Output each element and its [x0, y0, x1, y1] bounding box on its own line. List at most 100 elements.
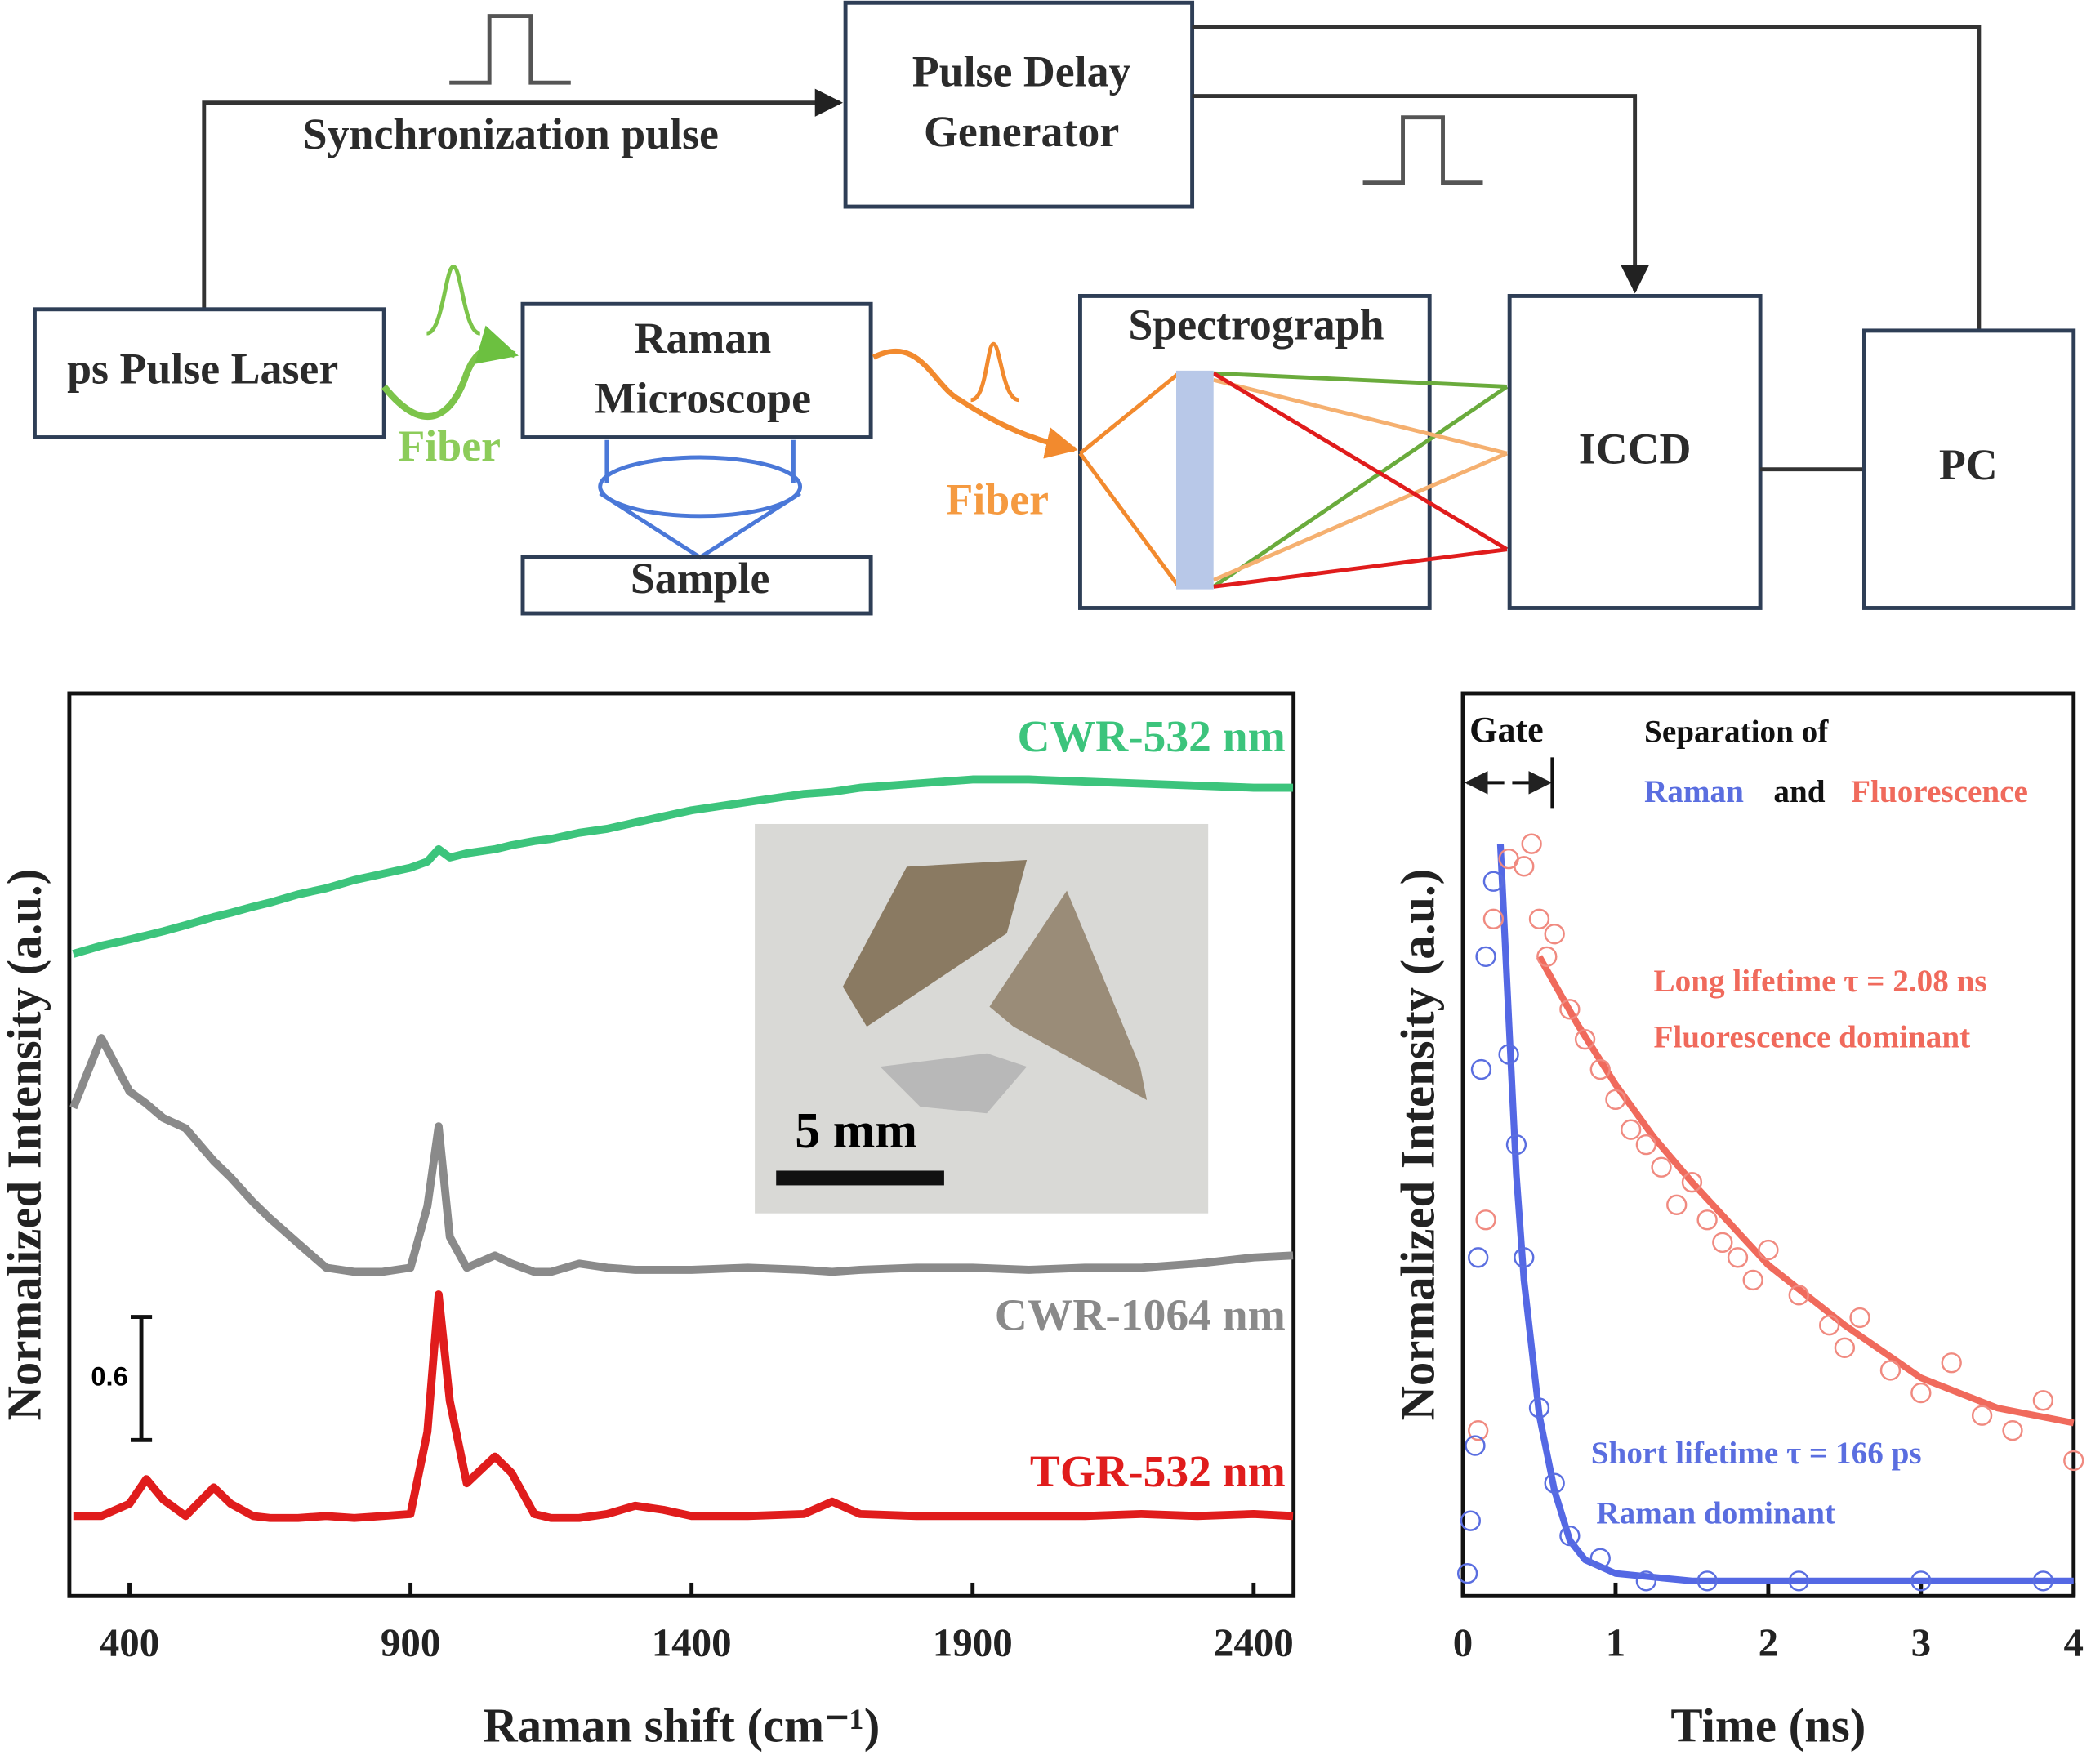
- data-point: [1536, 946, 1558, 968]
- laser-box: [32, 307, 386, 439]
- series-line: [1536, 955, 2075, 1427]
- data-point: [1879, 1360, 1902, 1381]
- x-tick-label: 4: [2064, 1620, 2084, 1665]
- microscope-label: Microscope: [595, 373, 811, 422]
- x-tick-label: 1: [1606, 1620, 1625, 1665]
- data-point: [1505, 1134, 1527, 1156]
- annotation: Short lifetime τ = 166 ps: [1591, 1436, 1922, 1471]
- inset-scale-label: 5 mm: [795, 1103, 917, 1159]
- data-point: [1666, 1194, 1688, 1215]
- data-point: [2032, 1570, 2054, 1592]
- data-point: [1470, 1058, 1492, 1080]
- data-point: [1498, 1044, 1519, 1065]
- data-point: [1605, 1089, 1626, 1111]
- x-tick-label: 900: [381, 1620, 440, 1665]
- data-point: [1514, 1247, 1535, 1268]
- data-point: [1475, 1209, 1496, 1231]
- data-point: [1758, 1239, 1779, 1261]
- data-point: [1544, 1472, 1565, 1494]
- spectrograph-label: Spectrograph: [1128, 301, 1384, 350]
- x-tick-label: 3: [1911, 1620, 1931, 1665]
- series-line: [69, 1034, 1294, 1276]
- scale-bar-label: 0.6: [91, 1361, 127, 1392]
- data-point: [1482, 871, 1505, 892]
- pdg-box: [843, 0, 1195, 209]
- microscope-box: [520, 301, 873, 439]
- annotation: Separation of: [1644, 715, 1829, 750]
- x-tick-label: 1900: [933, 1620, 1013, 1665]
- fiber-label: Fiber: [946, 475, 1049, 524]
- gate-label: Gate: [1469, 710, 1544, 750]
- annotation: Raman: [1644, 774, 1744, 809]
- annotation: Raman dominant: [1596, 1495, 1835, 1530]
- annotation: and: [1773, 774, 1825, 809]
- data-point: [1456, 1562, 1478, 1584]
- data-point: [1727, 1247, 1749, 1268]
- data-point: [1788, 1285, 1809, 1306]
- data-point: [1681, 1172, 1703, 1193]
- data-point: [1528, 908, 1550, 929]
- data-point: [1514, 856, 1535, 877]
- data-point: [1712, 1232, 1733, 1254]
- plot-frame: [67, 691, 1296, 1598]
- pdg-label: Pulse Delay: [912, 47, 1131, 96]
- data-point: [1651, 1156, 1672, 1178]
- data-point: [1475, 946, 1496, 968]
- data-point: [1528, 1397, 1550, 1419]
- fiber: [381, 325, 519, 420]
- x-tick-label: 0: [1453, 1620, 1473, 1665]
- x-axis-label: Raman shift (cm⁻¹): [483, 1699, 880, 1753]
- pulse-icon: [1362, 115, 1483, 185]
- data-point: [1482, 908, 1505, 929]
- data-point: [1468, 1247, 1489, 1268]
- beams: [1078, 371, 1509, 589]
- annotation: Fluorescence dominant: [1653, 1019, 1970, 1054]
- series-label: CWR-1064 nm: [995, 1290, 1286, 1340]
- series-line: [73, 1290, 1294, 1522]
- objective: [598, 439, 803, 560]
- data-point: [1941, 1352, 1962, 1374]
- pdg-pc-line: [1192, 24, 1982, 331]
- series-line: [1496, 843, 2074, 1584]
- pulse-icon: [970, 341, 1020, 403]
- inset-photo: 5 mm: [755, 823, 1209, 1214]
- series-line: [72, 775, 1294, 958]
- data-point: [1742, 1269, 1763, 1291]
- sync-line: [202, 88, 843, 310]
- pulse-icon: [426, 265, 481, 336]
- data-point: [1465, 1435, 1486, 1456]
- pc-label: PC: [1939, 440, 1998, 489]
- microscope-label: Raman: [635, 314, 772, 363]
- x-axis-label: Time (ns): [1670, 1699, 1866, 1753]
- iccd-box: [1507, 294, 1763, 610]
- x-tick-label: 1400: [652, 1620, 732, 1665]
- data-point: [1574, 1029, 1596, 1050]
- x-tick-label: 2400: [1214, 1620, 1294, 1665]
- data-point: [1971, 1405, 1993, 1426]
- data-point: [1910, 1382, 1932, 1404]
- annotation: Fluorescence: [1851, 774, 2028, 809]
- laser-label: ps Pulse Laser: [67, 345, 338, 394]
- series-label: CWR-532 nm: [1018, 712, 1286, 762]
- data-point: [2002, 1419, 2023, 1441]
- data-point: [1521, 833, 1542, 854]
- y-axis-label: Normalized Intensity (a.u.): [0, 869, 51, 1421]
- pulse-icon: [449, 14, 571, 85]
- pc-box: [1862, 328, 2076, 610]
- data-point: [1635, 1570, 1657, 1592]
- data-point: [1589, 1058, 1611, 1080]
- series-label: TGR-532 nm: [1030, 1447, 1286, 1497]
- pdg-iccd-line: [1192, 94, 1649, 294]
- fiber-label: Fiber: [398, 421, 501, 470]
- pdg-label: Generator: [924, 107, 1119, 156]
- fiber: [872, 348, 1078, 459]
- sample-label: Sample: [631, 554, 770, 603]
- data-point: [1696, 1209, 1718, 1231]
- data-point: [1559, 1525, 1581, 1547]
- x-tick-label: 400: [100, 1620, 159, 1665]
- annotation: Long lifetime τ = 2.08 ns: [1653, 964, 1986, 999]
- sample-box: [520, 555, 873, 616]
- setup-diagram: Synchronization pulse Pulse Delay Genera…: [32, 0, 2076, 616]
